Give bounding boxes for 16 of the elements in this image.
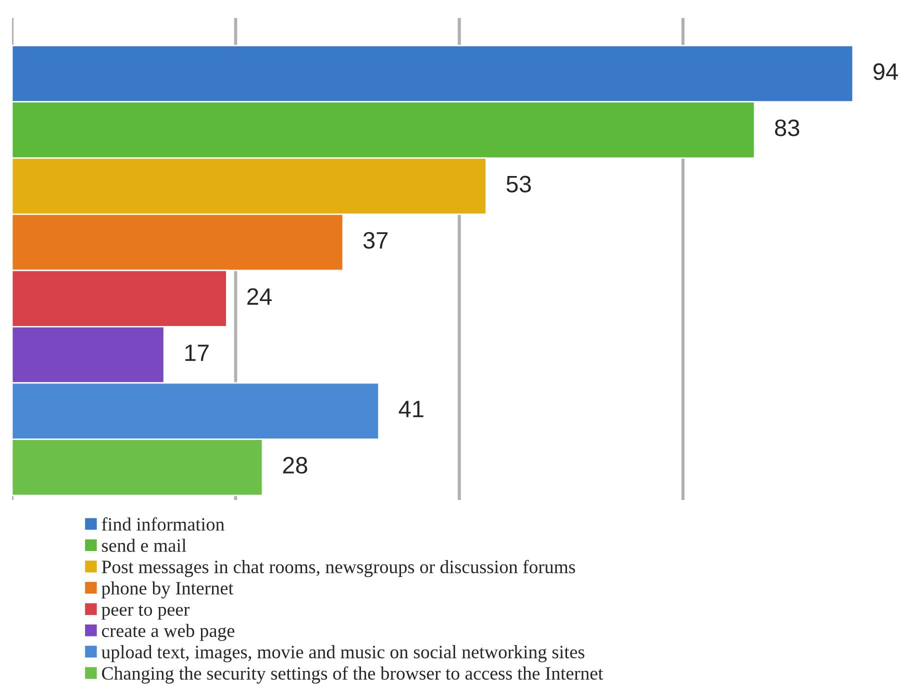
legend-label: send e mail <box>102 538 186 552</box>
legend-label: find information <box>102 517 224 531</box>
legend-label: upload text, images, movie and music on social networking sites <box>101 645 584 662</box>
data-label: 24 <box>247 288 272 305</box>
data-label: 94 <box>874 63 898 80</box>
data-label: 41 <box>398 400 424 418</box>
legend-label: phone by Internet <box>102 581 234 598</box>
legend-label: Changing the security settings of the browser to access the Internet <box>102 666 604 684</box>
data-label: 37 <box>363 232 388 249</box>
data-label: 53 <box>506 176 531 192</box>
data-label: 83 <box>775 120 800 136</box>
legend-label: Post messages in chat rooms, newsgroups or discussion forums <box>102 560 576 578</box>
data-label: 17 <box>185 344 209 361</box>
legend-label: create a web page <box>102 624 234 641</box>
data-label: 28 <box>283 456 308 474</box>
legend-label: peer to peer <box>102 605 190 620</box>
